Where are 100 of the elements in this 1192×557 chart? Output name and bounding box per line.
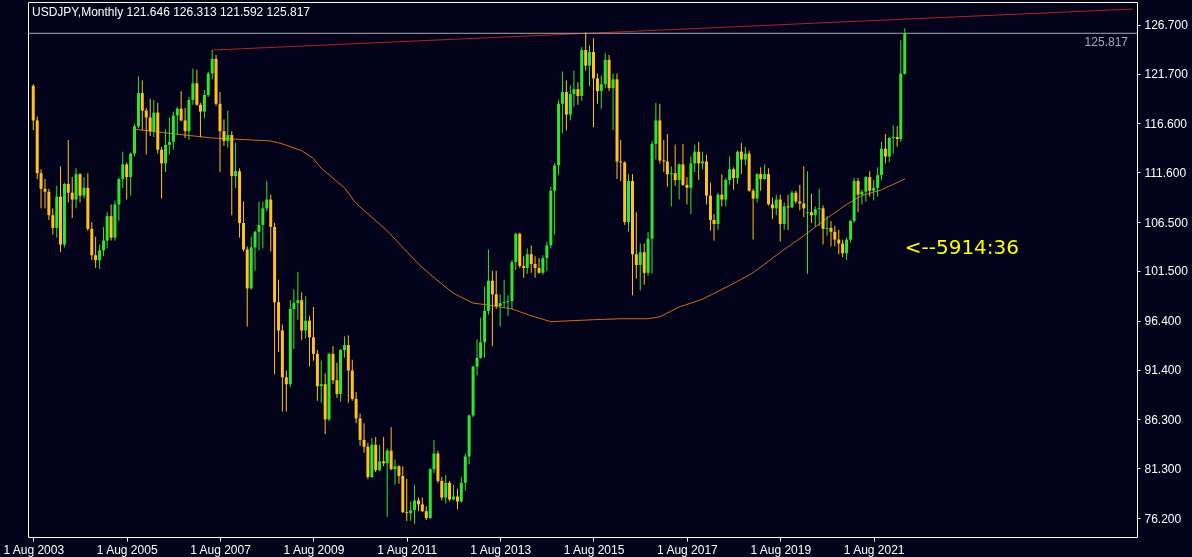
candlestick	[576, 81, 580, 106]
candlestick	[611, 73, 615, 131]
annotation: <--5914:36	[904, 235, 1020, 260]
candlestick	[78, 172, 82, 203]
candlestick	[883, 133, 887, 164]
candlestick	[665, 133, 669, 188]
candlestick	[782, 201, 786, 231]
y-tick-label: 111.600	[1144, 165, 1187, 180]
candlestick	[887, 136, 891, 163]
candlestick	[393, 458, 397, 486]
candlestick	[720, 173, 724, 207]
candlestick	[70, 176, 74, 219]
candlestick	[868, 170, 872, 198]
ref-line-label: 125.817	[1084, 35, 1129, 50]
candlestick	[226, 110, 230, 149]
candlestick	[669, 165, 673, 207]
candlestick	[595, 73, 599, 105]
y-tick-label: 106.500	[1144, 215, 1189, 230]
candlestick	[599, 74, 603, 110]
candlestick	[681, 143, 685, 187]
candlestick	[382, 436, 386, 467]
candlestick	[125, 161, 129, 201]
x-tick-label: 1 Aug 2015	[563, 542, 625, 557]
candlestick	[821, 204, 825, 245]
candlestick	[642, 243, 646, 286]
candlestick	[167, 116, 171, 156]
candlestick	[448, 480, 452, 502]
candlestick	[673, 144, 677, 187]
candlestick	[319, 360, 323, 404]
candlestick	[813, 205, 817, 228]
candlestick	[560, 71, 564, 134]
y-tick-label: 121.700	[1144, 67, 1189, 82]
candlestick	[829, 220, 833, 247]
candlestick	[774, 194, 778, 216]
candlestick	[148, 98, 152, 137]
candlestick	[94, 236, 98, 269]
candlestick	[876, 166, 880, 198]
x-tick-label: 1 Aug 2009	[283, 542, 345, 557]
candlestick	[160, 146, 164, 200]
candlestick	[444, 474, 448, 504]
candlestick	[109, 203, 113, 242]
y-tick-label: 76.200	[1144, 511, 1182, 526]
candlestick	[677, 162, 681, 201]
candlestick	[891, 124, 895, 155]
candlestick	[634, 211, 638, 280]
x-tick-label: 1 Aug 2007	[190, 542, 252, 557]
candlestick	[98, 243, 102, 270]
candlestick	[845, 237, 849, 261]
x-tick-label: 1 Aug 2011	[377, 542, 438, 557]
candlestick	[378, 444, 382, 472]
candlestick	[405, 478, 409, 522]
candlestick	[638, 243, 642, 291]
y-tick-label: 96.400	[1144, 314, 1182, 329]
x-tick-label: 1 Aug 2017	[657, 542, 719, 557]
candlestick	[856, 177, 860, 213]
candlestick	[490, 270, 494, 347]
candlestick	[175, 106, 179, 136]
candlestick	[385, 448, 389, 518]
candlestick	[525, 247, 529, 275]
candlestick	[284, 370, 288, 413]
y-tick-label: 91.400	[1144, 363, 1182, 378]
candlestick	[129, 152, 133, 197]
candlestick	[564, 79, 568, 131]
candlestick	[545, 241, 549, 272]
x-tick-label: 1 Aug 2021	[843, 542, 905, 557]
candlestick	[724, 177, 728, 207]
candlestick	[529, 244, 533, 274]
candlestick	[864, 175, 868, 202]
candlestick	[809, 193, 813, 224]
candlestick	[759, 166, 763, 192]
candlestick	[739, 142, 743, 175]
candlestick	[833, 225, 837, 247]
candlestick	[825, 215, 829, 237]
x-tick-label: 1 Aug 2005	[96, 542, 158, 557]
candlestick	[140, 79, 144, 131]
candlestick	[210, 49, 214, 80]
candlestick	[872, 179, 876, 202]
x-tick-label: 1 Aug 2013	[470, 542, 532, 557]
candlestick	[837, 229, 841, 255]
candlestick	[409, 500, 413, 522]
candlestick	[786, 194, 790, 231]
candlestick	[537, 257, 541, 275]
candlestick	[343, 335, 346, 359]
candlestick	[494, 270, 498, 310]
candlestick	[389, 426, 393, 471]
candlestick	[732, 166, 736, 191]
candlestick	[183, 107, 187, 139]
candlestick	[662, 139, 666, 173]
candlestick	[584, 31, 588, 72]
candlestick	[805, 170, 809, 275]
y-tick-label: 101.500	[1144, 264, 1189, 279]
candlestick	[261, 201, 265, 249]
candlestick	[152, 99, 156, 138]
candlestick	[51, 207, 55, 236]
candlestick	[164, 128, 168, 173]
candlestick	[533, 255, 537, 279]
candlestick	[817, 188, 821, 227]
candlestick	[728, 156, 732, 186]
candlestick	[459, 476, 463, 503]
candlestick	[522, 255, 526, 279]
